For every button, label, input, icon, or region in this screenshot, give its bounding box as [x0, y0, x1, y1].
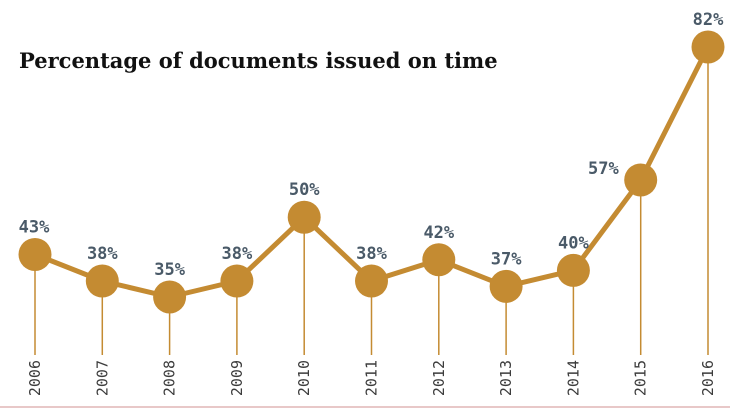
value-labels: 43% 38% 35% 38% 50% 38% 42% 37% 40% 57% 82% [19, 10, 724, 280]
x-tick-label: 2014 [564, 360, 582, 396]
data-point [153, 280, 187, 314]
data-point [355, 264, 388, 298]
x-tick-label: 2011 [363, 360, 381, 396]
x-tick-label: 2006 [26, 360, 44, 396]
data-point [220, 264, 254, 298]
data-label: 40% [558, 233, 589, 253]
data-label: 50% [289, 180, 320, 200]
data-label: 42% [423, 223, 454, 243]
data-label: 37% [491, 249, 522, 269]
data-label: 57% [588, 159, 619, 179]
data-point [85, 264, 119, 298]
data-point [18, 237, 52, 271]
data-point [556, 253, 590, 287]
drop-lines [34, 47, 709, 355]
data-point [691, 30, 725, 64]
data-label: 38% [356, 244, 387, 264]
x-tick-label: 2016 [699, 360, 717, 396]
x-tick-label: 2015 [632, 360, 650, 396]
x-tick-label: 2010 [295, 360, 313, 396]
data-point [287, 200, 321, 234]
x-tick-labels: 2006 2007 2008 2009 2010 2011 2012 2013 2014 2015… [26, 360, 717, 396]
data-label: 82% [693, 10, 724, 30]
data-point [624, 163, 658, 197]
data-label: 35% [154, 260, 185, 280]
x-tick-label: 2013 [497, 360, 515, 396]
data-label: 43% [19, 217, 50, 237]
x-tick-label: 2009 [228, 360, 246, 396]
x-tick-label: 2007 [93, 360, 111, 396]
data-label: 38% [87, 244, 118, 264]
data-point [489, 269, 523, 303]
chart-title: Percentage of documents issued on time [19, 48, 498, 73]
data-points [18, 30, 725, 314]
data-point [422, 243, 456, 277]
x-tick-label: 2008 [161, 360, 179, 396]
data-label: 38% [222, 244, 253, 264]
x-tick-label: 2012 [430, 360, 448, 396]
